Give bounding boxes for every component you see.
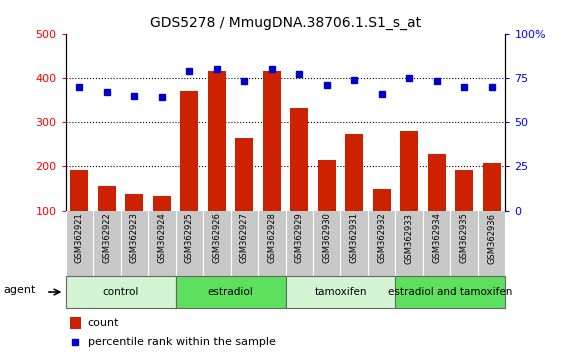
Text: GSM362930: GSM362930 — [322, 213, 331, 263]
Bar — [70, 170, 89, 211]
Text: GSM362932: GSM362932 — [377, 213, 386, 263]
Bar — [98, 186, 116, 211]
Bar — [428, 154, 445, 211]
Bar — [318, 160, 336, 211]
Bar — [345, 133, 363, 211]
Bar — [235, 138, 253, 211]
Bar — [66, 276, 176, 308]
Text: control: control — [102, 287, 139, 297]
Text: count: count — [88, 318, 119, 328]
Text: GSM362935: GSM362935 — [460, 213, 469, 263]
Text: percentile rank within the sample: percentile rank within the sample — [88, 337, 276, 347]
Text: GSM362931: GSM362931 — [349, 213, 359, 263]
Text: estradiol and tamoxifen: estradiol and tamoxifen — [388, 287, 513, 297]
Text: agent: agent — [3, 285, 35, 296]
Text: GSM362929: GSM362929 — [295, 213, 304, 263]
Bar — [395, 276, 505, 308]
Text: GSM362922: GSM362922 — [102, 213, 111, 263]
Bar — [455, 170, 473, 211]
Text: GSM362921: GSM362921 — [75, 213, 84, 263]
Bar — [153, 196, 171, 211]
Text: GSM362928: GSM362928 — [267, 213, 276, 263]
Bar — [70, 317, 81, 329]
Text: GSM362923: GSM362923 — [130, 213, 139, 263]
Bar — [208, 71, 226, 211]
Text: GSM362934: GSM362934 — [432, 213, 441, 263]
Text: GSM362925: GSM362925 — [185, 213, 194, 263]
Bar — [126, 194, 143, 211]
Bar — [373, 188, 391, 211]
Bar — [400, 131, 418, 211]
Title: GDS5278 / MmugDNA.38706.1.S1_s_at: GDS5278 / MmugDNA.38706.1.S1_s_at — [150, 16, 421, 30]
Text: GSM362936: GSM362936 — [487, 213, 496, 264]
Bar — [482, 163, 501, 211]
Text: GSM362927: GSM362927 — [240, 213, 249, 263]
Text: estradiol: estradiol — [208, 287, 254, 297]
Text: GSM362924: GSM362924 — [158, 213, 166, 263]
Text: GSM362933: GSM362933 — [405, 213, 413, 264]
Bar — [176, 276, 286, 308]
Text: GSM362926: GSM362926 — [212, 213, 222, 263]
Bar — [180, 91, 198, 211]
Bar — [263, 71, 281, 211]
Bar — [290, 108, 308, 211]
Bar — [286, 276, 395, 308]
Text: tamoxifen: tamoxifen — [314, 287, 367, 297]
